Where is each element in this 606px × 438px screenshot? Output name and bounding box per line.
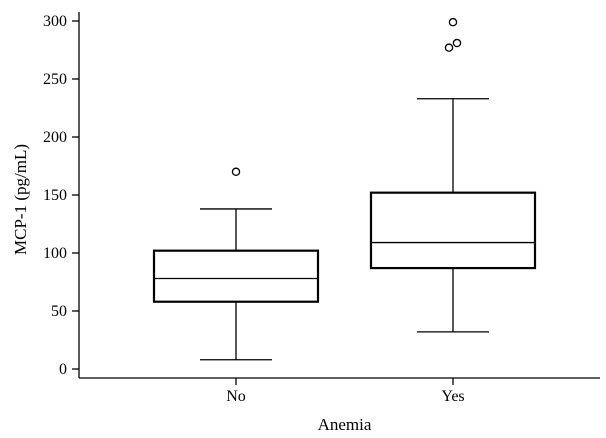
x-tick-label: Yes bbox=[441, 388, 464, 405]
box-group bbox=[152, 208, 320, 361]
y-tick-label: 50 bbox=[51, 303, 67, 320]
x-tick-label: No bbox=[226, 388, 246, 405]
x-axis-title: Anemia bbox=[318, 415, 372, 434]
box-group bbox=[369, 98, 537, 333]
iqr-box bbox=[369, 191, 537, 270]
y-tick-label: 150 bbox=[43, 187, 67, 204]
y-tick-label: 200 bbox=[43, 129, 67, 146]
iqr-box bbox=[152, 249, 320, 303]
y-tick-label: 300 bbox=[43, 13, 67, 30]
boxes bbox=[152, 17, 537, 361]
outlier-point bbox=[231, 167, 241, 177]
x-ticks: No Yes bbox=[226, 378, 465, 405]
outlier-point bbox=[452, 38, 462, 48]
outlier-point bbox=[444, 43, 454, 52]
y-ticks: 0 50 100 150 200 250 300 bbox=[43, 13, 79, 378]
outlier-point bbox=[448, 17, 458, 27]
y-tick-label: 250 bbox=[43, 71, 67, 88]
y-tick-label: 100 bbox=[43, 245, 67, 262]
y-axis-title: MCP-1 (pg/mL) bbox=[11, 144, 30, 255]
y-tick-label: 0 bbox=[59, 361, 67, 378]
